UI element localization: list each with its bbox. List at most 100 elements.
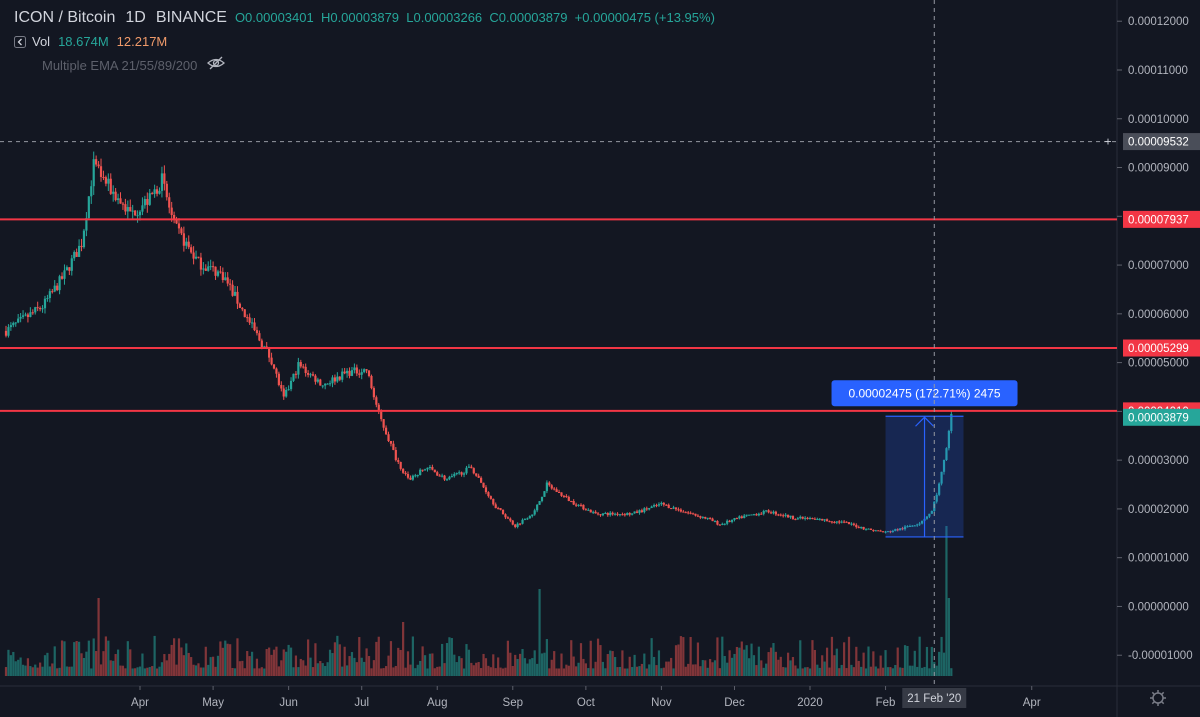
candle-body [767,510,770,513]
volume-bar [799,640,802,676]
volume-bar [58,667,61,676]
y-tick-label: -0.00001000 [1128,650,1193,662]
candle-body [740,516,743,519]
volume-bar [808,668,812,676]
volume-bar [616,667,619,676]
candle-body [304,366,307,373]
candle-body [604,512,607,514]
ema-indicator-label[interactable]: Multiple EMA 21/55/89/200 [42,58,198,73]
candle-body [211,266,215,268]
candle-body [682,511,685,513]
volume-bar [942,652,946,676]
volume-bar [209,657,212,676]
volume-bar [516,658,519,676]
collapse-toggle-icon[interactable] [14,36,26,48]
symbol-name[interactable]: ICON / Bitcoin [14,9,116,26]
candle-body [158,190,161,194]
candle-body [207,266,210,271]
volume-bar [365,648,368,676]
volume-bar [570,640,573,676]
volume-bar [835,648,838,676]
candle-body [811,518,814,520]
volume-bar [652,656,656,676]
candle-body [441,475,444,477]
candle-body [857,527,860,529]
candle-body [250,322,254,324]
volume-bar [36,667,39,676]
candle-body [830,521,834,523]
interval-label[interactable]: 1D [125,9,146,26]
candle-body [726,520,729,524]
volume-bar [811,640,814,676]
hidden-eye-icon[interactable] [207,54,226,78]
y-tick-label: 0.00012000 [1128,16,1189,28]
volume-label[interactable]: Vol [32,34,51,49]
candle-body [345,370,349,374]
x-tick-label: Nov [651,697,672,709]
candle-body [599,514,602,516]
candle-body [404,472,407,475]
volume-bar [621,650,624,676]
candle-body [146,199,149,205]
volume-bar [253,668,256,676]
candle-body [638,510,641,513]
candle-body [450,476,453,478]
candle-body [153,189,156,194]
volume-bar [579,643,583,676]
candle-body [377,404,380,411]
volume-bar [134,668,137,676]
candle-body [514,524,517,527]
volume-bar [484,658,488,676]
volume-bar [523,658,527,676]
volume-bar [441,643,444,676]
volume-bar [333,642,337,676]
volume-bar [769,647,773,676]
volume-bar [918,636,921,676]
candle-body [238,303,241,308]
volume-bar [421,646,424,676]
candle-body [299,362,302,367]
candle-body [292,373,295,381]
candle-body [652,505,656,507]
candle-body [823,519,826,521]
candle-body [363,369,366,373]
volume-bar [670,657,673,676]
candle-body [392,443,395,450]
candle-body [589,509,592,513]
volume-bar [238,661,241,676]
volume-bar [779,656,782,676]
candle-body [175,219,178,224]
candle-body [414,475,417,477]
candle-body [920,520,924,524]
candle-body [260,340,263,348]
candle-body [518,523,522,525]
candle-body [901,528,904,530]
volume-bar [728,650,731,676]
candle-body [163,173,166,184]
volume-bar [384,666,388,676]
candle-body [879,530,882,532]
volume-bar [672,668,675,676]
settings-gear-icon[interactable] [1150,690,1166,706]
candle-body [151,193,154,195]
candle-body [699,516,702,518]
candle-body [889,531,892,533]
candle-body [438,475,441,477]
volume-bar [587,668,590,676]
volume-bar [477,662,480,676]
volume-bar [911,665,914,676]
volume-bar [557,668,561,676]
volume-bar [231,667,234,676]
volume-bar [648,664,651,676]
measure-label: 0.00002475 (172.71%) 2475 [848,386,1000,400]
volume-bar [160,662,164,676]
volume-bar [455,662,458,676]
volume-bar [506,640,509,676]
candle-body [353,367,356,371]
volume-bar [823,661,826,676]
volume-bar [874,666,877,676]
y-tick-label: 0.00009000 [1128,163,1189,175]
candle-body [65,267,69,271]
volume-bar [53,646,56,676]
